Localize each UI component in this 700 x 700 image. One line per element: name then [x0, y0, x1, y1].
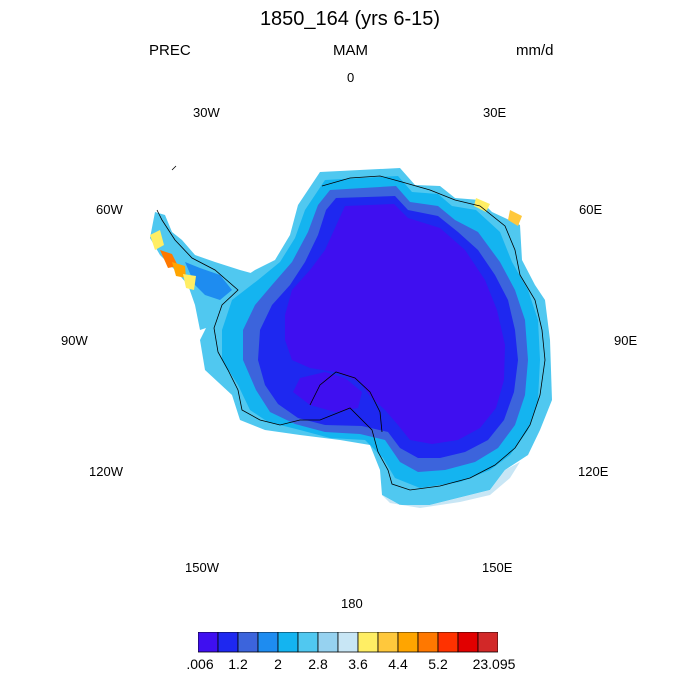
- colorbar-box: [237, 632, 259, 653]
- colorbar-label: 23.095: [472, 656, 516, 672]
- ice-shelf-outline: [309, 371, 383, 433]
- interior-lowest-precip: [285, 204, 505, 444]
- peninsula-high-precip-3: [172, 262, 186, 278]
- lon-label-60w: 60W: [96, 202, 123, 217]
- colorbar-box: [357, 632, 379, 653]
- units-label: mm/d: [516, 42, 554, 59]
- lon-label-180: 180: [341, 596, 363, 611]
- lon-label-90e: 90E: [614, 333, 638, 348]
- colorbar-label: 1.2: [228, 656, 248, 672]
- colorbar-box: [217, 632, 239, 653]
- colorbar-label: 3.6: [348, 656, 368, 672]
- lon-label-150e: 150E: [482, 560, 513, 575]
- colorbar-box: [477, 632, 498, 653]
- lon-label-30e: 30E: [483, 105, 507, 120]
- lon-label-60e: 60E: [579, 202, 603, 217]
- coastline: [156, 165, 546, 491]
- colorbar-label: 5.2: [428, 656, 448, 672]
- colorbar-label: 4.4: [388, 656, 408, 672]
- variable-label: PREC: [149, 42, 191, 59]
- peninsula-high-precip-1: [150, 230, 164, 250]
- lon-label-120w: 120W: [89, 464, 123, 479]
- colorbar-label: 2.8: [308, 656, 328, 672]
- lon-label-90w: 90W: [61, 333, 88, 348]
- coastal-ring-lightest: [382, 462, 520, 508]
- colorbar-box: [277, 632, 299, 653]
- colorbar-box: [257, 632, 279, 653]
- colorbar-box: [437, 632, 459, 653]
- colorbar-box: [337, 632, 359, 653]
- peninsula-inner: [185, 262, 232, 300]
- colorbar-box: [198, 632, 219, 653]
- colorbar-box: [377, 632, 399, 653]
- colorbar-box: [397, 632, 419, 653]
- season-label: MAM: [333, 42, 368, 59]
- colorbar-box: [297, 632, 319, 653]
- ice-shelf-region: [293, 372, 362, 412]
- plot-title: 1850_164 (yrs 6-15): [259, 8, 441, 30]
- colorbar-box: [317, 632, 339, 653]
- colorbar-box: [457, 632, 479, 653]
- lon-label-120e: 120E: [578, 464, 609, 479]
- colorbar-label: 2: [274, 656, 282, 672]
- colorbar-box: [417, 632, 439, 653]
- coast-high-precip-yellow: [474, 198, 490, 212]
- colorbar: [198, 632, 498, 653]
- peninsula-high-precip-4: [183, 274, 196, 290]
- coast-high-precip-orange: [508, 210, 522, 226]
- colorbar-label: .006: [186, 656, 214, 672]
- lon-label-30w: 30W: [193, 105, 220, 120]
- lon-label-150w: 150W: [185, 560, 219, 575]
- lon-label-0: 0: [347, 70, 355, 85]
